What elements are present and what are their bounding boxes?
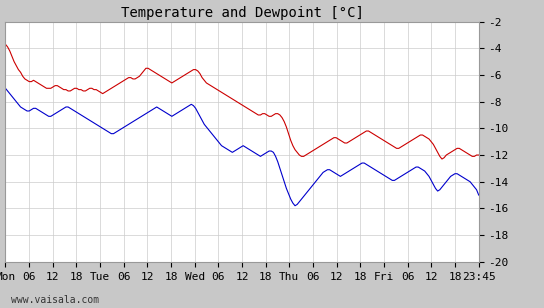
Title: Temperature and Dewpoint [°C]: Temperature and Dewpoint [°C]: [121, 6, 363, 20]
Text: www.vaisala.com: www.vaisala.com: [11, 295, 99, 305]
